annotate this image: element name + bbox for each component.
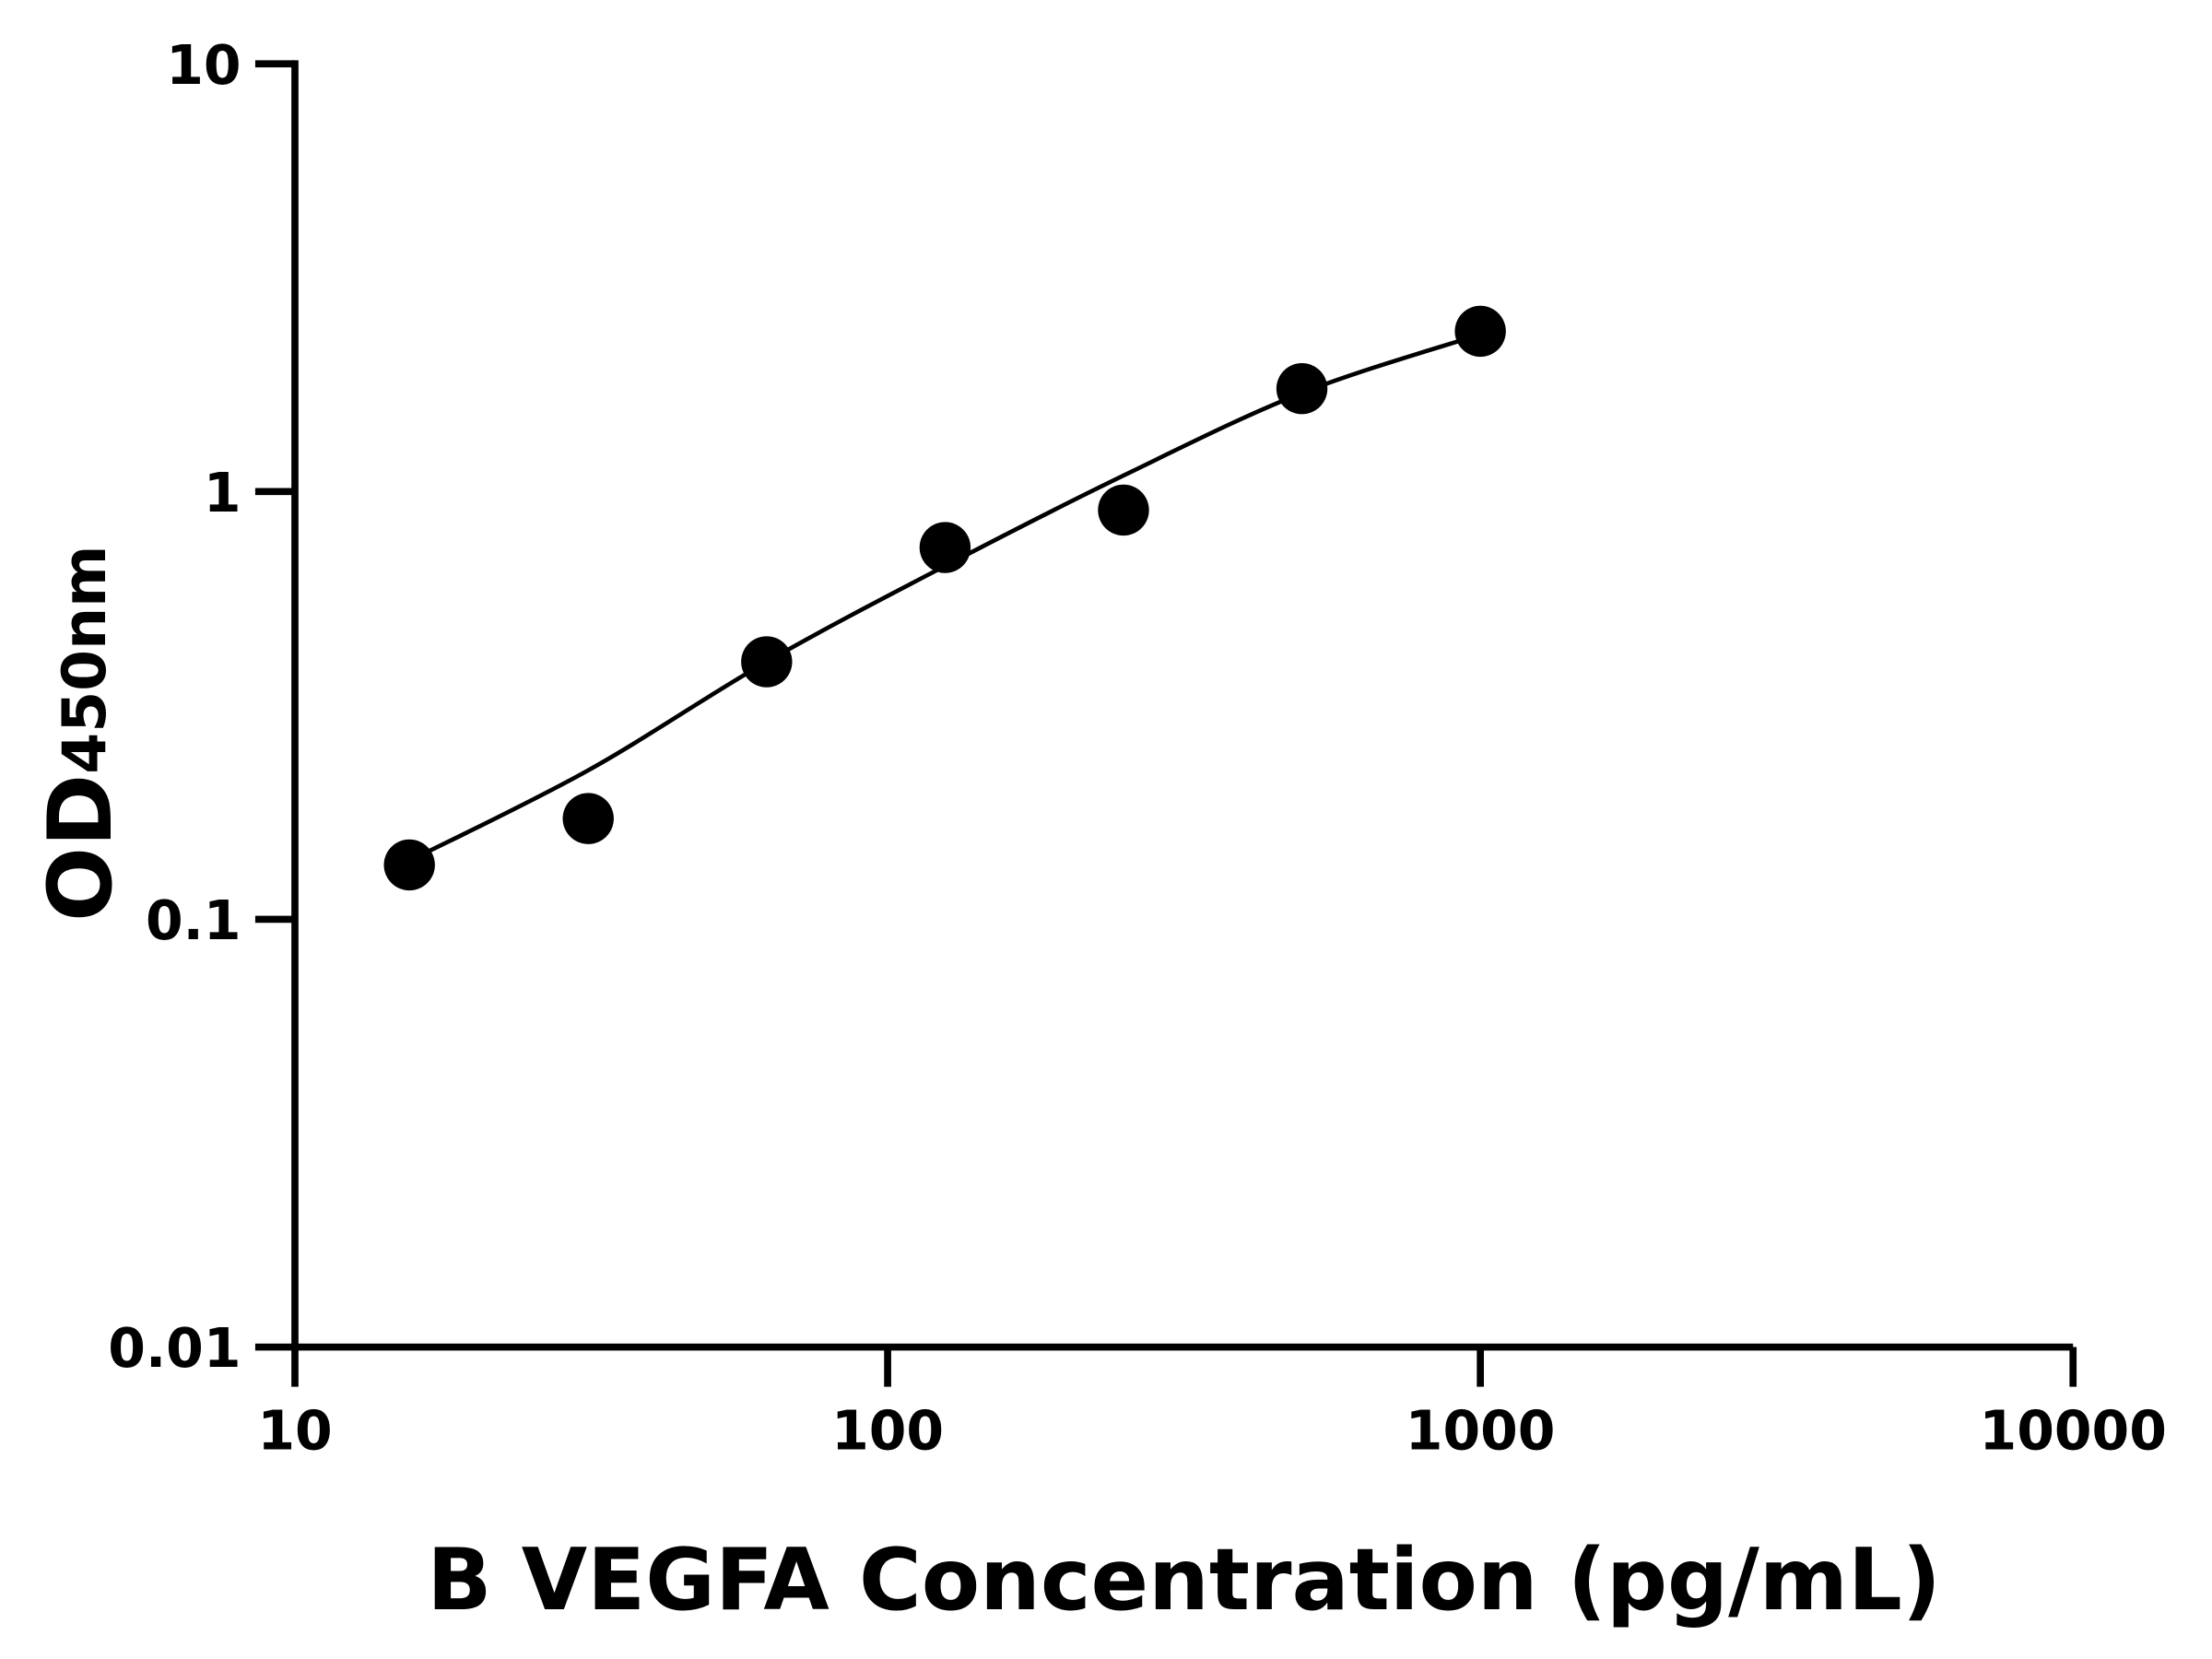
axes xyxy=(291,60,2074,1351)
y-tick-label: 10 xyxy=(166,34,241,97)
x-tick-label: 100 xyxy=(831,1399,944,1462)
data-point xyxy=(1276,363,1328,415)
y-tick-label: 1 xyxy=(204,462,241,524)
data-point xyxy=(562,793,614,844)
fit-curve xyxy=(408,332,1481,864)
y-axis-label-subscript: 450nm xyxy=(51,546,120,774)
data-point xyxy=(383,839,435,891)
data-point xyxy=(741,636,793,688)
data-point xyxy=(1454,305,1506,358)
ticks: 10 100 1000 10000 0.01 0.1 1 10 xyxy=(108,34,2167,1463)
data-point xyxy=(1098,484,1149,536)
y-tick-label: 0.01 xyxy=(108,1317,241,1380)
svg-text:OD450nm: OD450nm xyxy=(29,546,132,922)
x-tick-label: 10 xyxy=(257,1399,332,1462)
y-axis-label: OD450nm xyxy=(29,546,132,922)
x-tick-label: 1000 xyxy=(1406,1399,1556,1462)
data-points xyxy=(383,305,1506,891)
data-point xyxy=(919,522,971,573)
y-axis-label-main: OD xyxy=(29,774,132,922)
y-tick-label: 0.1 xyxy=(146,889,241,952)
x-axis-label: B VEGFA Concentration (pg/mL) xyxy=(427,1530,1941,1630)
x-tick-label: 10000 xyxy=(1980,1399,2167,1462)
